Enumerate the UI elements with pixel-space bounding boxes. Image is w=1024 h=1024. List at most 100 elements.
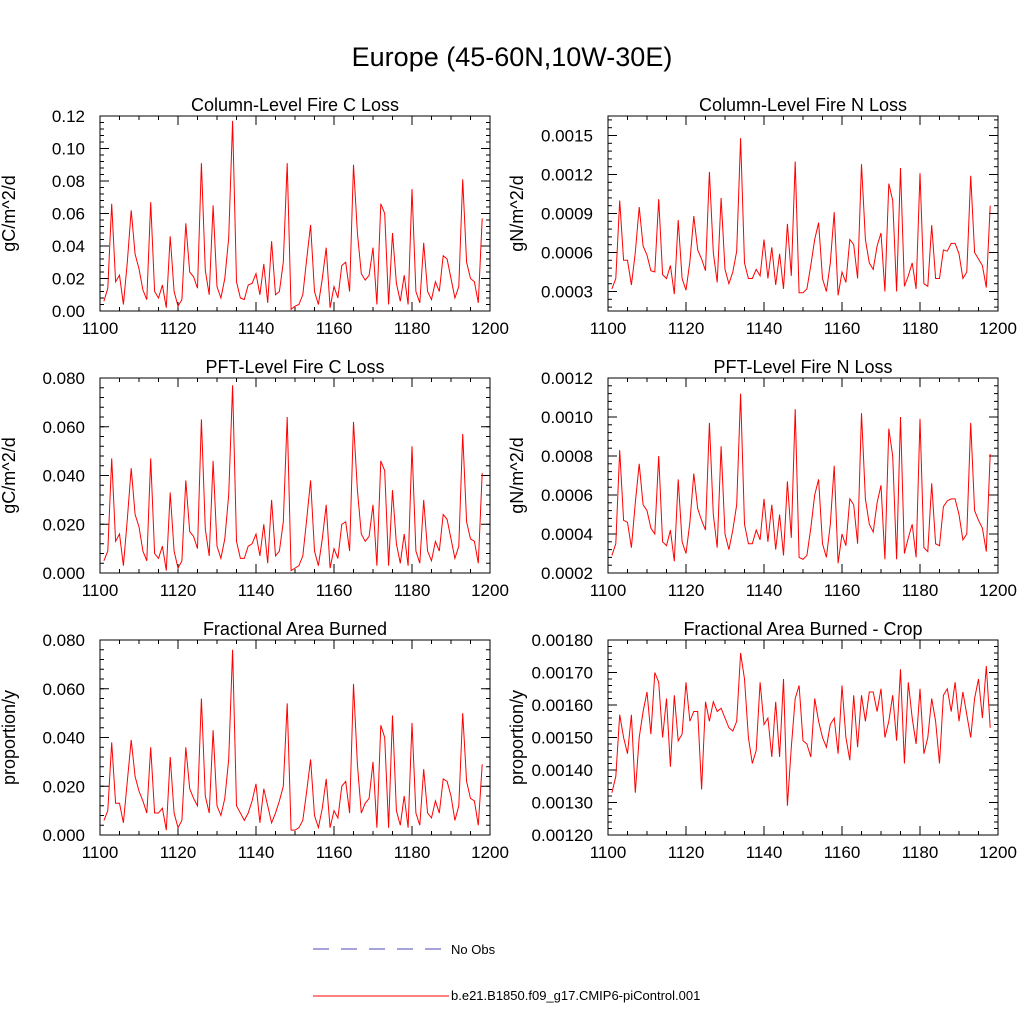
x-tick-label: 1200 [471,581,509,600]
chart-panel-1: Column-Level Fire C Loss 1100 1120 1140 1160… [0,95,509,338]
x-tick-label: 1140 [746,581,783,600]
y-axis-label: proportion/y [0,690,19,785]
y-tick-label: 0.080 [42,369,85,388]
y-tick-label: 0.00180 [532,631,593,650]
plot-frame [607,115,999,312]
y-tick-label: 0.00160 [532,696,593,715]
y-tick-label: 0.0009 [541,205,593,224]
plot-frame [99,115,491,312]
x-tick-label: 1180 [902,843,939,862]
chart-title: Column-Level Fire N Loss [699,95,907,115]
x-tick-label: 1200 [979,581,1017,600]
y-tick-label: 0.00170 [532,664,593,683]
series-line [611,393,991,564]
x-tick-label: 1120 [160,843,197,862]
x-tick-label: 1200 [979,319,1017,338]
series-line [611,652,991,806]
x-tick-label: 1180 [394,319,431,338]
y-tick-label: 0.04 [52,237,85,256]
y-tick-label: 0.0010 [541,408,593,427]
y-tick-label: 0.0004 [541,525,593,544]
x-tick-label: 1140 [238,319,275,338]
y-tick-label: 0.0006 [541,244,593,263]
y-tick-label: 0.0012 [541,166,593,185]
legend: No Obs b.e21.B1850.f09_g17.CMIP6-piContr… [313,942,700,1003]
series-line [611,138,991,296]
y-tick-label: 0.040 [42,729,85,748]
series-line [103,385,483,572]
y-tick-label: 0.020 [42,515,85,534]
y-axis-label: gC/m^2/d [0,437,19,513]
plot-frame [99,377,491,574]
x-tick-label: 1100 [82,843,119,862]
y-axis-label: proportion/y [507,690,527,785]
y-tick-label: 0.0012 [541,369,593,388]
x-tick-label: 1140 [746,319,783,338]
legend-label-no-obs: No Obs [451,942,496,957]
y-tick-label: 0.06 [52,205,85,224]
x-tick-label: 1180 [394,843,431,862]
page-title: Europe (45-60N,10W-30E) [352,42,673,72]
y-tick-label: 0.000 [42,564,85,583]
x-tick-label: 1120 [668,581,705,600]
chart-title: PFT-Level Fire C Loss [205,357,384,377]
x-tick-label: 1160 [824,581,861,600]
x-tick-label: 1120 [160,581,197,600]
x-tick-label: 1120 [160,319,197,338]
x-tick-label: 1160 [316,581,353,600]
x-tick-label: 1100 [590,843,627,862]
x-tick-label: 1160 [316,843,353,862]
x-tick-label: 1180 [394,581,431,600]
x-tick-label: 1100 [590,319,627,338]
chart-panel-2: Column-Level Fire N Loss 1100 1120 1140 1160… [507,95,1017,338]
x-tick-label: 1140 [238,581,275,600]
chart-panel-3: PFT-Level Fire C Loss 1100 1120 1140 1160 118… [0,357,509,600]
chart-title: Column-Level Fire C Loss [191,95,399,115]
x-tick-label: 1160 [316,319,353,338]
x-tick-label: 1180 [902,319,939,338]
y-axis-label: gN/m^2/d [507,175,527,251]
series-line [103,120,483,311]
x-tick-label: 1100 [82,319,119,338]
y-tick-label: 0.00130 [532,794,593,813]
y-tick-label: 0.000 [42,826,85,845]
x-tick-label: 1200 [471,319,509,338]
y-tick-label: 0.0015 [541,127,593,146]
y-tick-label: 0.0006 [541,486,593,505]
x-tick-label: 1100 [82,581,119,600]
y-tick-label: 0.10 [52,140,85,159]
y-tick-label: 0.08 [52,172,85,191]
y-tick-label: 0.080 [42,631,85,650]
y-tick-label: 0.020 [42,777,85,796]
chart-panels: Column-Level Fire C Loss 1100 1120 1140 1160… [0,95,1017,862]
y-axis-label: gN/m^2/d [507,437,527,513]
y-tick-label: 0.00140 [532,761,593,780]
chart-panel-6: Fractional Area Burned - Crop 1100 1120 114… [507,619,1017,862]
x-tick-label: 1140 [238,843,275,862]
x-tick-label: 1200 [471,843,509,862]
y-tick-label: 0.060 [42,680,85,699]
y-tick-label: 0.0002 [541,564,593,583]
legend-label-model: b.e21.B1850.f09_g17.CMIP6-piControl.001 [451,988,700,1003]
y-tick-label: 0.0008 [541,447,593,466]
chart-title: PFT-Level Fire N Loss [713,357,892,377]
y-tick-label: 0.02 [52,270,85,289]
series-line [103,649,483,831]
chart-title: Fractional Area Burned [203,619,387,639]
x-tick-label: 1120 [668,843,705,862]
y-tick-label: 0.00150 [532,729,593,748]
x-tick-label: 1120 [668,319,705,338]
chart-title: Fractional Area Burned - Crop [683,619,922,639]
y-tick-label: 0.040 [42,467,85,486]
y-tick-label: 0.0003 [541,283,593,302]
chart-panel-5: Fractional Area Burned 1100 1120 1140 1160 11… [0,619,509,862]
y-tick-label: 0.060 [42,418,85,437]
x-tick-label: 1160 [824,843,861,862]
x-tick-label: 1200 [979,843,1017,862]
x-tick-label: 1140 [746,843,783,862]
y-tick-label: 0.12 [52,107,85,126]
plot-frame [99,639,491,836]
y-tick-label: 0.00 [52,302,85,321]
x-tick-label: 1160 [824,319,861,338]
